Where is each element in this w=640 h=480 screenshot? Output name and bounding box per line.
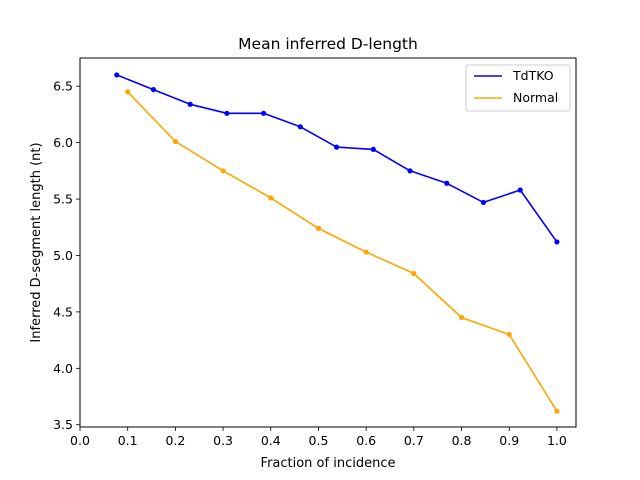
data-point-tdtko <box>444 180 450 186</box>
legend: TdTKO Normal <box>465 64 571 112</box>
data-point-normal <box>220 168 226 174</box>
x-tick-label: 0.8 <box>452 433 472 448</box>
data-point-normal <box>363 249 369 255</box>
data-point-tdtko <box>333 144 340 150</box>
data-point-tdtko <box>114 72 120 78</box>
data-point-normal <box>268 195 274 201</box>
y-tick-label: 5.0 <box>53 248 73 263</box>
data-point-tdtko <box>187 101 193 107</box>
data-point-tdtko <box>517 187 523 193</box>
data-point-normal <box>411 270 417 277</box>
y-axis-label: Inferred D-segment length (nt) <box>29 142 44 342</box>
x-tick-label: 1.0 <box>547 433 567 448</box>
data-point-tdtko <box>150 86 157 93</box>
data-point-normal <box>506 331 512 338</box>
data-point-normal <box>554 408 560 414</box>
y-tick-label: 6.0 <box>53 135 73 150</box>
x-tick-label: 0.6 <box>356 433 376 448</box>
x-tick-label: 0.3 <box>213 433 233 448</box>
x-axis: 0.0 0.1 0.2 0.3 0.4 0.5 0.6 0.7 0.8 0.9 1.0 <box>70 427 567 448</box>
data-point-tdtko <box>480 199 487 206</box>
x-tick-label: 0.0 <box>70 433 90 448</box>
y-axis: 3.5 4.0 4.5 5.0 5.5 6.0 6.5 <box>53 79 80 432</box>
x-axis-label: Fraction of incidence <box>261 456 396 471</box>
x-tick-label: 0.5 <box>309 433 329 448</box>
x-tick-label: 0.9 <box>499 433 519 448</box>
series-layer <box>114 72 560 414</box>
legend-label-tdtko: TdTKO <box>512 68 554 83</box>
y-tick-label: 4.0 <box>53 361 73 376</box>
data-point-tdtko <box>224 110 230 116</box>
y-tick-label: 4.5 <box>53 304 73 319</box>
legend-label-normal: Normal <box>513 90 558 105</box>
y-tick-label: 6.5 <box>53 79 73 94</box>
x-tick-label: 0.4 <box>261 433 281 448</box>
series-line-normal <box>127 91 558 412</box>
data-point-tdtko <box>261 110 267 116</box>
data-point-normal <box>172 138 178 145</box>
plot-area <box>79 57 577 428</box>
x-tick-label: 0.1 <box>118 433 138 448</box>
data-point-tdtko <box>370 146 376 153</box>
x-tick-label: 0.7 <box>404 433 424 448</box>
y-tick-label: 5.5 <box>53 192 73 207</box>
data-point-normal <box>458 314 465 321</box>
data-point-normal <box>315 225 322 231</box>
data-point-tdtko <box>297 124 303 130</box>
x-tick-label: 0.2 <box>165 433 185 448</box>
data-point-normal <box>125 89 131 95</box>
data-point-tdtko <box>554 239 560 245</box>
data-point-tdtko <box>407 168 413 174</box>
chart-title: Mean inferred D-length <box>238 35 418 53</box>
y-tick-label: 3.5 <box>53 417 73 432</box>
